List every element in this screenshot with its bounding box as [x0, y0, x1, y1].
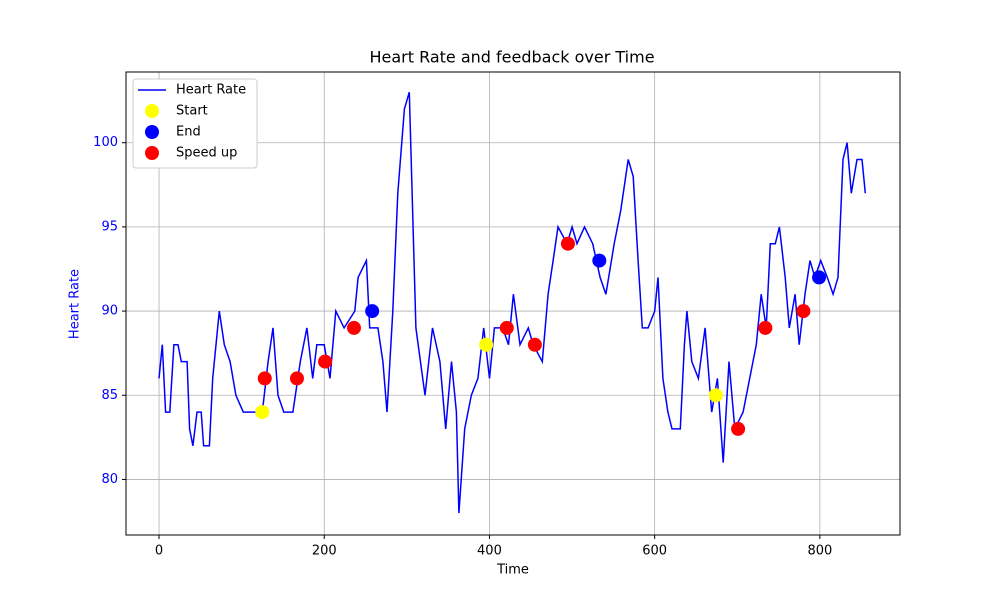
x-tick-label: 800 [807, 544, 832, 559]
y-tick-label: 90 [101, 304, 118, 319]
legend-label: End [176, 125, 201, 140]
marker [592, 253, 607, 268]
marker [731, 421, 746, 436]
legend-label: Heart Rate [176, 83, 246, 98]
x-axis-label: Time [496, 563, 529, 578]
marker [499, 320, 514, 335]
marker [796, 304, 811, 319]
y-tick-label: 85 [101, 388, 118, 403]
legend: Heart Rate Start End Speed up [132, 78, 258, 169]
legend-label: Speed up [176, 146, 237, 161]
y-tick-label: 95 [101, 219, 118, 234]
marker [758, 320, 773, 335]
x-tick-label: 200 [312, 544, 337, 559]
plot-frame [125, 71, 901, 536]
y-tick-label: 100 [93, 135, 118, 150]
legend-swatch [145, 104, 159, 118]
marker [289, 371, 304, 386]
legend-label: Start [176, 104, 208, 119]
heart-rate-line [158, 91, 867, 514]
marker [812, 270, 827, 285]
marker [318, 354, 333, 369]
marker [527, 337, 542, 352]
marker [479, 337, 494, 352]
y-axis-label: Heart Rate [68, 269, 83, 339]
legend-box [132, 78, 258, 169]
marker [255, 405, 270, 420]
marker [257, 371, 272, 386]
marker [346, 320, 361, 335]
x-tick-label: 400 [477, 544, 502, 559]
legend-swatch [145, 125, 159, 139]
marker [560, 236, 575, 251]
marker [365, 304, 380, 319]
legend-swatch [145, 146, 159, 160]
marker [708, 388, 723, 403]
x-tick-label: 600 [642, 544, 667, 559]
chart-title: Heart Rate and feedback over Time [369, 48, 654, 67]
y-tick-label: 80 [101, 472, 118, 487]
x-tick-label: 0 [155, 544, 163, 559]
